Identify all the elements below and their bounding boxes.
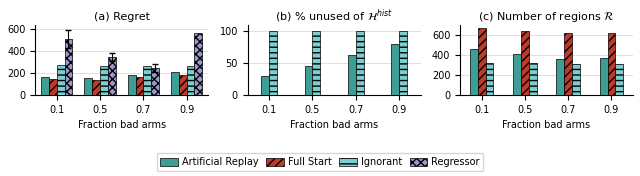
X-axis label: Fraction bad arms: Fraction bad arms	[290, 120, 378, 130]
Bar	[187, 66, 195, 95]
Bar	[529, 63, 536, 95]
Bar	[470, 49, 477, 95]
Bar	[348, 55, 356, 95]
Bar	[151, 68, 159, 95]
Bar	[556, 59, 564, 95]
Bar	[486, 63, 493, 95]
Bar	[391, 44, 399, 95]
Bar	[477, 28, 486, 95]
Bar	[600, 58, 607, 95]
Bar	[41, 77, 49, 95]
Bar	[108, 57, 116, 95]
Bar	[521, 31, 529, 95]
Bar	[564, 33, 572, 95]
Bar	[607, 33, 615, 95]
X-axis label: Fraction bad arms: Fraction bad arms	[502, 120, 591, 130]
Bar	[615, 64, 623, 95]
Bar	[57, 65, 65, 95]
Bar	[143, 66, 151, 95]
Bar	[179, 75, 187, 95]
Bar	[92, 80, 100, 95]
Bar	[312, 31, 320, 95]
Title: (c) Number of regions $\mathcal{R}$: (c) Number of regions $\mathcal{R}$	[478, 10, 615, 24]
Title: (a) Regret: (a) Regret	[93, 12, 150, 22]
Bar	[136, 77, 143, 95]
Bar	[84, 78, 92, 95]
Bar	[100, 66, 108, 95]
Bar	[513, 54, 521, 95]
Bar	[399, 31, 407, 95]
Bar	[65, 39, 72, 95]
Bar	[195, 33, 202, 95]
Bar	[171, 72, 179, 95]
Title: (b) % unused of $\mathcal{H}^{hist}$: (b) % unused of $\mathcal{H}^{hist}$	[275, 7, 393, 24]
Bar	[128, 75, 136, 95]
Bar	[572, 64, 580, 95]
Bar	[305, 66, 312, 95]
X-axis label: Fraction bad arms: Fraction bad arms	[77, 120, 166, 130]
Bar	[269, 31, 277, 95]
Bar	[49, 78, 57, 95]
Bar	[356, 31, 364, 95]
Bar	[261, 76, 269, 95]
Legend: Artificial Replay, Full Start, Ignorant, Regressor: Artificial Replay, Full Start, Ignorant,…	[157, 153, 483, 171]
